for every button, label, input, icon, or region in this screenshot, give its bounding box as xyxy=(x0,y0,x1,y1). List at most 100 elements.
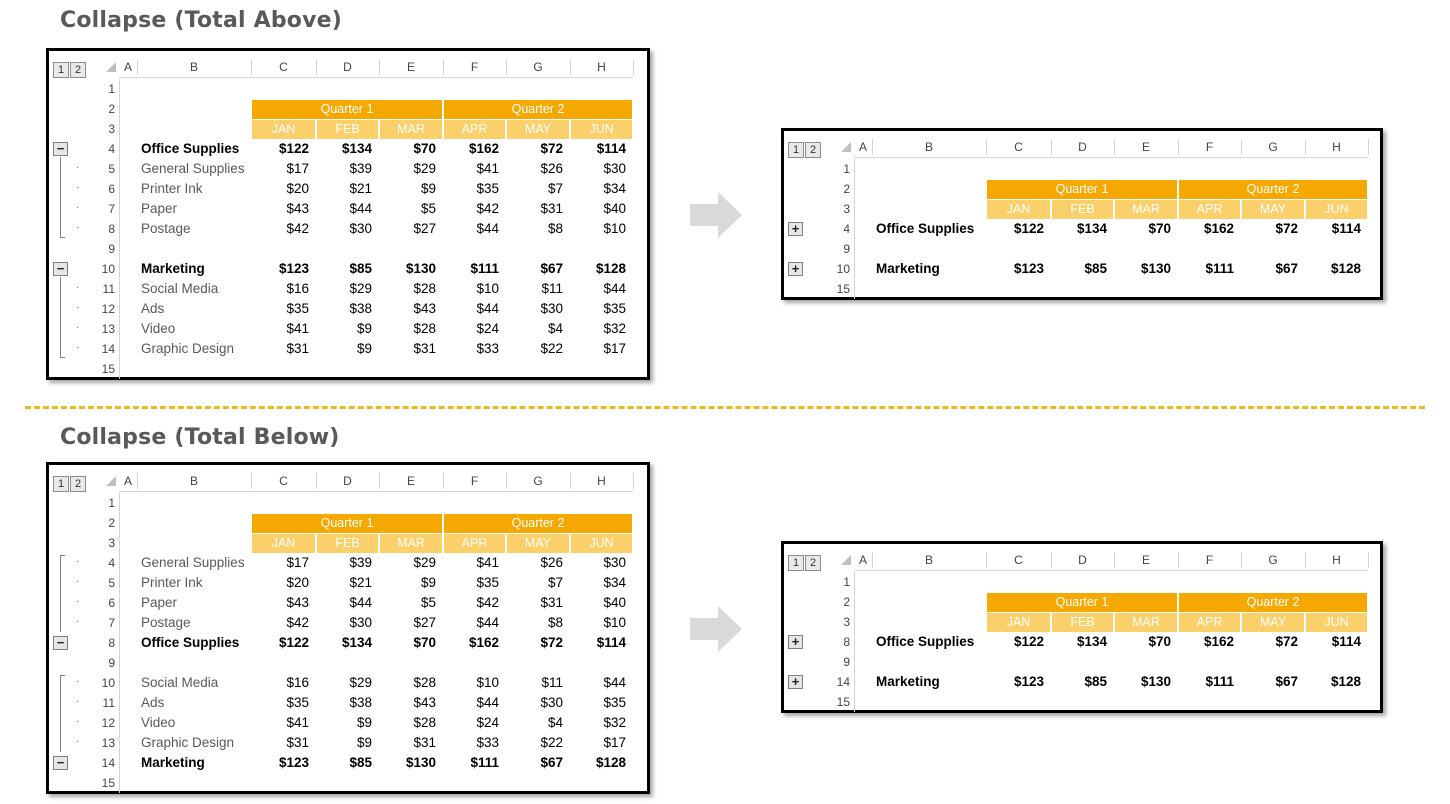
row-header[interactable]: 4 xyxy=(843,222,850,236)
row-header[interactable]: 1 xyxy=(843,575,850,589)
column-header-C[interactable]: C xyxy=(279,474,288,488)
row-header[interactable]: 10 xyxy=(101,262,115,276)
row-header[interactable]: 9 xyxy=(108,242,115,256)
row-header[interactable]: 15 xyxy=(836,282,850,296)
row-header[interactable]: 8 xyxy=(108,636,115,650)
row-header[interactable]: 6 xyxy=(108,596,115,610)
column-header-C[interactable]: C xyxy=(1014,140,1023,154)
row-header[interactable]: 5 xyxy=(108,576,115,590)
row-header[interactable]: 10 xyxy=(101,676,115,690)
collapse-group-button[interactable]: − xyxy=(53,262,68,276)
outline-level-2-button[interactable]: 2 xyxy=(805,555,821,571)
row-header[interactable]: 3 xyxy=(108,122,115,136)
row-header[interactable]: 12 xyxy=(101,716,115,730)
column-header-F[interactable]: F xyxy=(1205,140,1214,154)
column-header-E[interactable]: E xyxy=(1141,553,1150,567)
outline-level-1-button[interactable]: 1 xyxy=(53,62,69,78)
row-header[interactable]: 4 xyxy=(108,556,115,570)
expand-group-button[interactable]: + xyxy=(788,635,803,649)
column-header-F[interactable]: F xyxy=(1205,553,1214,567)
row-header[interactable]: 15 xyxy=(101,776,115,790)
row-header[interactable]: 9 xyxy=(108,656,115,670)
column-header-C[interactable]: C xyxy=(279,60,288,74)
column-header-B[interactable]: B xyxy=(189,60,198,74)
column-header-G[interactable]: G xyxy=(533,474,543,488)
column-header-F[interactable]: F xyxy=(470,60,479,74)
row-header[interactable]: 3 xyxy=(108,536,115,550)
outline-level-2-button[interactable]: 2 xyxy=(70,62,86,78)
row-header[interactable]: 5 xyxy=(108,162,115,176)
column-header-H[interactable]: H xyxy=(597,474,606,488)
select-all-corner[interactable] xyxy=(106,62,116,72)
row-header[interactable]: 9 xyxy=(843,655,850,669)
select-all-corner[interactable] xyxy=(841,555,851,565)
row-header[interactable]: 9 xyxy=(843,242,850,256)
row-header[interactable]: 14 xyxy=(836,675,850,689)
value-cell: $32 xyxy=(603,321,626,336)
row-header[interactable]: 13 xyxy=(101,736,115,750)
section-divider xyxy=(25,406,1425,409)
outline-level-1-button[interactable]: 1 xyxy=(53,476,69,492)
column-header-G[interactable]: G xyxy=(1268,553,1278,567)
row-header[interactable]: 2 xyxy=(843,182,850,196)
outline-level-2-button[interactable]: 2 xyxy=(805,142,821,158)
row-header[interactable]: 11 xyxy=(102,282,115,296)
column-header-G[interactable]: G xyxy=(1268,140,1278,154)
row-header[interactable]: 14 xyxy=(101,342,115,356)
outline-level-1-button[interactable]: 1 xyxy=(788,555,804,571)
row-header[interactable]: 8 xyxy=(108,222,115,236)
column-header-F[interactable]: F xyxy=(470,474,479,488)
collapse-group-button[interactable]: − xyxy=(53,756,68,770)
row-header[interactable]: 11 xyxy=(102,696,115,710)
row-header[interactable]: 7 xyxy=(108,202,115,216)
column-header-A[interactable]: A xyxy=(123,474,132,488)
column-header-D[interactable]: D xyxy=(1078,140,1087,154)
column-header-E[interactable]: E xyxy=(406,60,415,74)
column-header-A[interactable]: A xyxy=(858,553,867,567)
column-header-D[interactable]: D xyxy=(343,60,352,74)
column-header-H[interactable]: H xyxy=(597,60,606,74)
column-header-G[interactable]: G xyxy=(533,60,543,74)
column-header-C[interactable]: C xyxy=(1014,553,1023,567)
column-header-A[interactable]: A xyxy=(858,140,867,154)
column-header-B[interactable]: B xyxy=(189,474,198,488)
column-header-D[interactable]: D xyxy=(1078,553,1087,567)
outline-level-1-button[interactable]: 1 xyxy=(788,142,804,158)
row-header[interactable]: 15 xyxy=(101,362,115,376)
row-header[interactable]: 1 xyxy=(108,82,115,96)
row-header[interactable]: 12 xyxy=(101,302,115,316)
row-header[interactable]: 6 xyxy=(108,182,115,196)
row-header[interactable]: 13 xyxy=(101,322,115,336)
expand-group-button[interactable]: + xyxy=(788,675,803,689)
row-header[interactable]: 10 xyxy=(836,262,850,276)
column-header-E[interactable]: E xyxy=(406,474,415,488)
expand-group-button[interactable]: + xyxy=(788,222,803,236)
row-header[interactable]: 2 xyxy=(108,102,115,116)
row-header[interactable]: 3 xyxy=(843,202,850,216)
expand-group-button[interactable]: + xyxy=(788,262,803,276)
collapse-group-button[interactable]: − xyxy=(53,636,68,650)
row-header[interactable]: 7 xyxy=(108,616,115,630)
row-header[interactable]: 15 xyxy=(836,695,850,709)
row-header[interactable]: 14 xyxy=(101,756,115,770)
row-header[interactable]: 4 xyxy=(108,142,115,156)
row-header[interactable]: 1 xyxy=(108,496,115,510)
column-header-A[interactable]: A xyxy=(123,60,132,74)
column-header-E[interactable]: E xyxy=(1141,140,1150,154)
detail-row-label: Social Media xyxy=(141,281,219,296)
collapse-group-button[interactable]: − xyxy=(53,142,68,156)
quarter-header: Quarter 2 xyxy=(444,514,632,533)
column-header-H[interactable]: H xyxy=(1332,553,1341,567)
row-header[interactable]: 8 xyxy=(843,635,850,649)
column-header-B[interactable]: B xyxy=(924,553,933,567)
row-header[interactable]: 1 xyxy=(843,162,850,176)
row-header[interactable]: 2 xyxy=(108,516,115,530)
select-all-corner[interactable] xyxy=(841,142,851,152)
select-all-corner[interactable] xyxy=(106,476,116,486)
row-header[interactable]: 3 xyxy=(843,615,850,629)
outline-level-2-button[interactable]: 2 xyxy=(70,476,86,492)
column-header-H[interactable]: H xyxy=(1332,140,1341,154)
column-header-B[interactable]: B xyxy=(924,140,933,154)
column-header-D[interactable]: D xyxy=(343,474,352,488)
row-header[interactable]: 2 xyxy=(843,595,850,609)
